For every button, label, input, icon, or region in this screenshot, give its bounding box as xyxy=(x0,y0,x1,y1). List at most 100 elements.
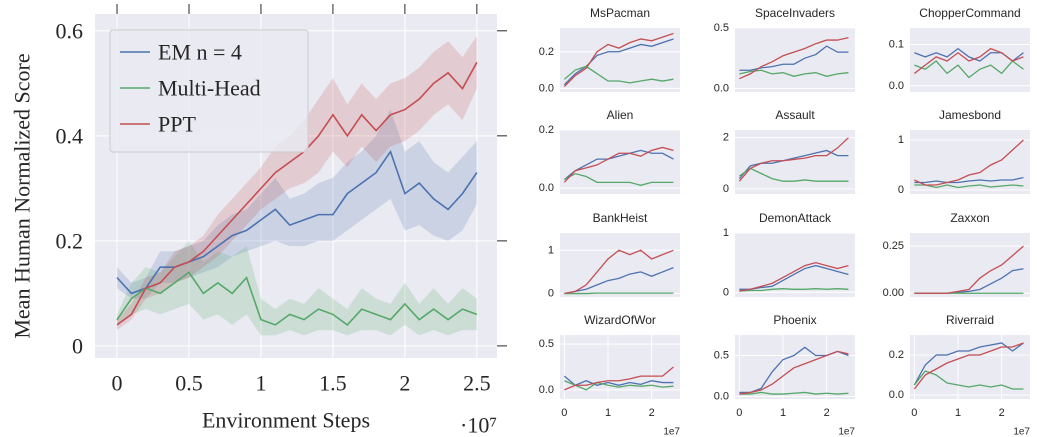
small-chart: 0.0 0.5 SpaceInvaders xyxy=(714,6,855,94)
series-line xyxy=(563,32,674,87)
x-tick-label: 2 xyxy=(824,407,830,419)
x-tick-label: 0 xyxy=(561,407,567,419)
plot-area xyxy=(910,233,1030,297)
x-tick-label: 0 xyxy=(911,407,917,419)
series-line xyxy=(914,176,1024,184)
chart-title: DemonAttack xyxy=(759,211,832,225)
y-tick-label: 0.2 xyxy=(889,349,904,361)
y-tick-label: 0 xyxy=(548,288,554,300)
legend-box xyxy=(109,29,309,153)
plot-area xyxy=(735,130,855,194)
x-offset-label: 1e7 xyxy=(838,427,855,437)
y-tick-label: 0.6 xyxy=(56,18,84,43)
series-line xyxy=(564,380,674,391)
x-tick-label: 1 xyxy=(955,407,961,419)
y-tick-label: 0.5 xyxy=(714,350,729,362)
series-line xyxy=(739,37,849,80)
x-tick-label: 2.5 xyxy=(463,371,491,396)
series-line xyxy=(739,288,849,292)
y-tick-label: 0.4 xyxy=(56,123,84,148)
y-tick-label: 0.2 xyxy=(539,124,554,136)
x-tick-label: 0 xyxy=(736,407,742,419)
series-line xyxy=(739,391,849,395)
y-tick-label: 1 xyxy=(723,227,729,239)
confidence-band xyxy=(117,240,477,336)
y-tick-label: 0.25 xyxy=(883,240,904,252)
x-tick-label: 1 xyxy=(780,407,786,419)
series-line xyxy=(116,61,478,326)
y-tick-label: 0 xyxy=(898,184,904,196)
chart-title: SpaceInvaders xyxy=(755,6,835,20)
series-line xyxy=(913,342,1024,386)
y-tick-label: 0.0 xyxy=(539,82,554,94)
series-line xyxy=(739,264,849,290)
series-line xyxy=(739,69,849,77)
plot-area xyxy=(735,233,855,297)
series-line xyxy=(914,60,1024,79)
small-chart: 0 1 DemonAttack xyxy=(723,211,855,298)
y-tick-label: 0.0 xyxy=(714,391,729,403)
x-tick-label: 1.5 xyxy=(319,371,347,396)
x-tick-label: 2 xyxy=(649,407,655,419)
small-chart: 0.0 0.5 0 1 2 Phoenix 1e7 xyxy=(714,313,856,437)
y-tick-label: 0.5 xyxy=(539,338,554,350)
series-line xyxy=(563,149,674,180)
small-chart: 0.0 0.2 MsPacman xyxy=(539,6,680,94)
x-tick-label: 2 xyxy=(399,371,410,396)
series-line xyxy=(914,184,1024,189)
small-chart: 0 1 Jamesbond xyxy=(898,108,1030,196)
small-chart: 0 2 Assault xyxy=(723,108,855,195)
chart-title: Zaxxon xyxy=(950,211,989,225)
series-line xyxy=(564,172,674,186)
series-line xyxy=(738,167,849,182)
small-chart: 0.00 0.25 Zaxxon xyxy=(883,211,1030,299)
legend-label: EM n = 4 xyxy=(158,40,242,65)
small-chart: 0.0 0.1 ChopperCommand xyxy=(889,6,1030,92)
chart-title: Alien xyxy=(607,108,634,122)
series-line xyxy=(564,266,674,295)
series-line xyxy=(564,249,674,295)
y-tick-label: 0.0 xyxy=(889,389,904,401)
series-line xyxy=(564,366,674,391)
series-line xyxy=(563,375,674,387)
chart-title: Jamesbond xyxy=(939,108,1001,122)
x-tick-label: 2 xyxy=(999,407,1005,419)
legend-label: PPT xyxy=(158,112,196,137)
y-tick-label: 0 xyxy=(723,286,729,298)
series-line xyxy=(913,370,1024,390)
main-chart: 0 0.2 0.4 0.6 0 0.5 1 1.5 2 2.5 Environment Steps M… xyxy=(10,4,507,437)
plot-area xyxy=(560,233,680,297)
x-tick-label: 1 xyxy=(605,407,611,419)
series-line xyxy=(563,146,674,183)
plot-area xyxy=(560,130,680,194)
y-tick-label: 0.1 xyxy=(889,39,904,51)
series-line xyxy=(563,38,674,86)
chart-title: MsPacman xyxy=(590,6,650,20)
chart-title: BankHeist xyxy=(593,211,648,225)
x-tick-label: 0 xyxy=(112,371,123,396)
legend-label: Multi-Head xyxy=(158,76,261,101)
y-tick-label: 0.0 xyxy=(714,82,729,94)
series-line xyxy=(116,271,478,326)
y-tick-label: 0.2 xyxy=(539,46,554,58)
series-line xyxy=(738,149,849,180)
plot-area xyxy=(910,130,1030,194)
y-tick-label: 0.2 xyxy=(56,228,84,253)
series-line xyxy=(913,47,1024,74)
confidence-band xyxy=(117,36,477,331)
small-chart: 0.0 0.2 Alien xyxy=(539,108,680,194)
x-offset-label: 1e7 xyxy=(663,427,680,437)
chart-title: ChopperCommand xyxy=(919,6,1020,20)
series-line xyxy=(914,139,1024,186)
y-tick-label: 0.0 xyxy=(539,384,554,396)
small-chart: 0.0 0.2 0 1 2 Riverraid 1e7 xyxy=(889,313,1031,437)
chart-title: Riverraid xyxy=(946,313,994,327)
y-tick-label: 0 xyxy=(723,183,729,195)
y-tick-label: 0.0 xyxy=(889,80,904,92)
series-line xyxy=(563,65,674,84)
x-axis-label: Environment Steps xyxy=(202,408,370,433)
series-line xyxy=(739,261,849,292)
series-line xyxy=(738,137,849,182)
chart-title: Phoenix xyxy=(773,313,816,327)
